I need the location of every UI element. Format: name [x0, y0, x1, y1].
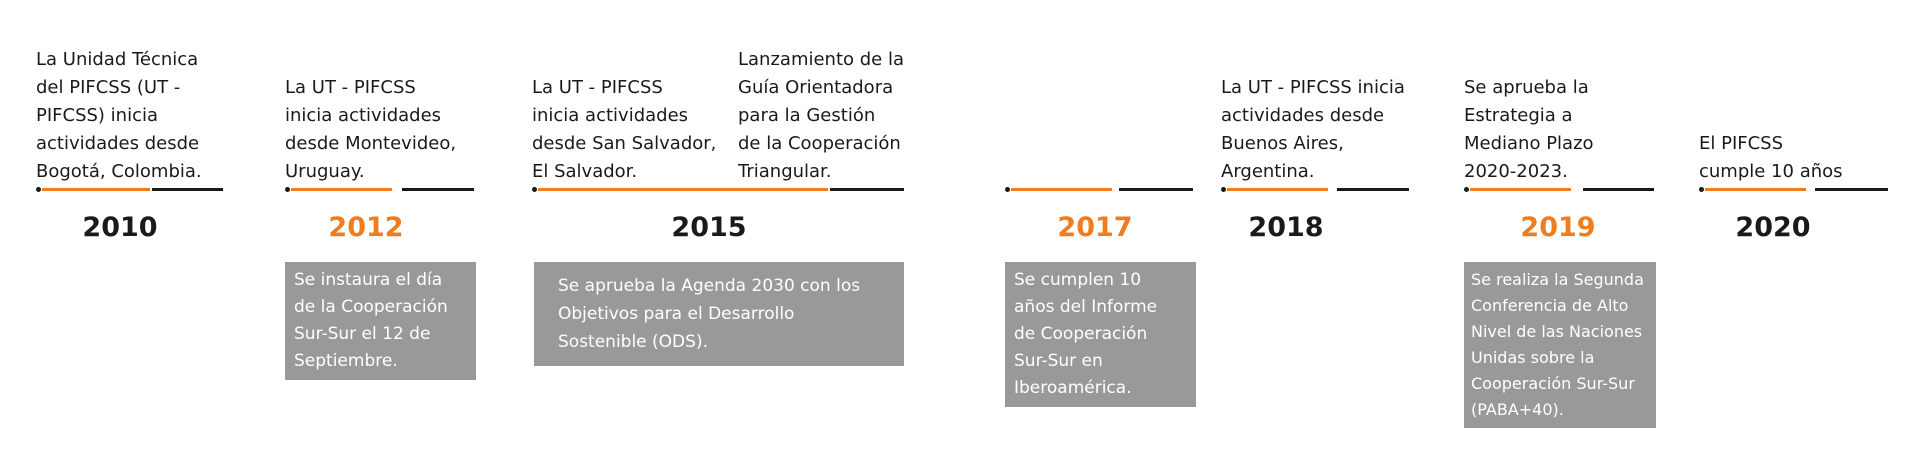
event-description: El PIFCSS cumple 10 años: [1699, 133, 1843, 182]
timeline-dot: [285, 187, 290, 192]
timeline-segment-dark: [1337, 188, 1409, 191]
timeline-dot: [1464, 187, 1469, 192]
timeline-dot: [532, 187, 537, 192]
timeline-segment-accent: [538, 188, 828, 191]
timeline-segment-accent: [1470, 188, 1571, 191]
year-label: 2015: [671, 212, 747, 243]
event-description: Se aprueba la Estrategia a Mediano Plazo 20…: [1464, 77, 1594, 182]
timeline-dot: [1221, 187, 1226, 192]
timeline-segment-dark: [1119, 188, 1193, 191]
timeline-segment-accent: [1227, 188, 1328, 191]
timeline-dot: [1005, 187, 1010, 192]
timeline-segment-dark: [1815, 188, 1888, 191]
timeline-segment-dark: [830, 188, 904, 191]
year-label: 2020: [1735, 212, 1811, 243]
event-description-secondary: Lanzamiento de la Guía Orientadora para la…: [738, 49, 905, 182]
year-label: 2012: [328, 212, 404, 243]
timeline-segment-dark: [152, 188, 223, 191]
event-detail-box: Se aprueba la Agenda 2030 con los Objetiv…: [534, 262, 904, 366]
timeline-segment-accent: [42, 188, 150, 191]
event-description: La Unidad Técnica del PIFCSS (UT - PIFCSS)…: [36, 49, 202, 182]
year-label: 2017: [1057, 212, 1133, 243]
year-label: 2018: [1248, 212, 1324, 243]
timeline-segment-accent: [1705, 188, 1806, 191]
timeline-dot: [36, 187, 41, 192]
timeline-segment-dark: [402, 188, 474, 191]
event-detail-box: Se instaura el día de la Cooperación Sur-S…: [285, 262, 476, 380]
year-label: 2010: [82, 212, 158, 243]
timeline-dot: [1699, 187, 1704, 192]
timeline-segment-dark: [1583, 188, 1654, 191]
event-description: La UT - PIFCSS inicia actividades desde Sa…: [532, 77, 717, 182]
year-label: 2019: [1520, 212, 1596, 243]
timeline-segment-accent: [1011, 188, 1112, 191]
event-detail-box: Se realiza la Segunda Conferencia de Alto…: [1464, 262, 1656, 428]
timeline-segment-accent: [291, 188, 392, 191]
event-description: La UT - PIFCSS inicia actividades desde Mo…: [285, 77, 457, 182]
event-description: La UT - PIFCSS inicia actividades desde Bu…: [1221, 77, 1405, 182]
event-detail-box: Se cumplen 10 años del Informe de Cooperac…: [1005, 262, 1196, 407]
